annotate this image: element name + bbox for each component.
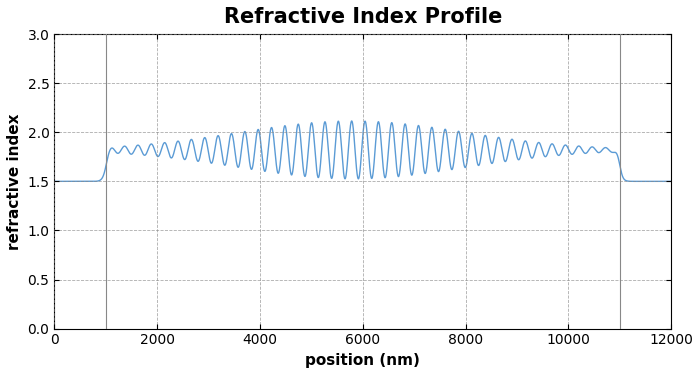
Title: Refractive Index Profile: Refractive Index Profile: [223, 7, 502, 27]
Y-axis label: refractive index: refractive index: [7, 113, 22, 250]
X-axis label: position (nm): position (nm): [305, 353, 420, 368]
